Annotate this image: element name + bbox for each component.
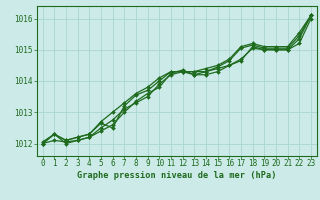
- X-axis label: Graphe pression niveau de la mer (hPa): Graphe pression niveau de la mer (hPa): [77, 171, 276, 180]
